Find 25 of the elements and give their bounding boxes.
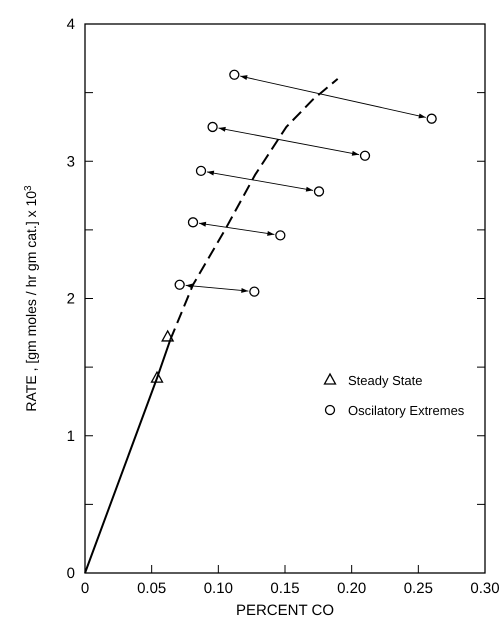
y-tick-label: 3 <box>66 153 75 170</box>
legend-label: Steady State <box>348 373 422 388</box>
point <box>275 230 286 241</box>
point <box>207 122 218 132</box>
x-tick-label: 0.10 <box>204 580 233 597</box>
y-tick-label: 1 <box>66 428 75 445</box>
y-tick-label: 0 <box>66 565 75 582</box>
point <box>360 150 370 161</box>
x-tick-label: 0.15 <box>270 580 300 597</box>
y-tick-label: 2 <box>66 290 75 308</box>
point <box>229 70 240 80</box>
x-axis-title: PERCENT CO <box>236 602 334 619</box>
y-tick-label: 4 <box>66 16 75 33</box>
point <box>249 286 260 297</box>
legend-label: Oscilatory Extremes <box>348 403 465 418</box>
x-tick-label: 0.20 <box>337 580 366 597</box>
point <box>174 280 185 290</box>
x-tick-label: 0.30 <box>470 580 500 597</box>
point <box>188 217 198 228</box>
point <box>314 186 324 197</box>
x-tick-label: 0.05 <box>137 580 166 597</box>
x-tick-label: 0 <box>80 580 90 597</box>
point <box>426 114 437 124</box>
point <box>196 166 206 176</box>
x-tick-label: 0.25 <box>404 580 433 597</box>
